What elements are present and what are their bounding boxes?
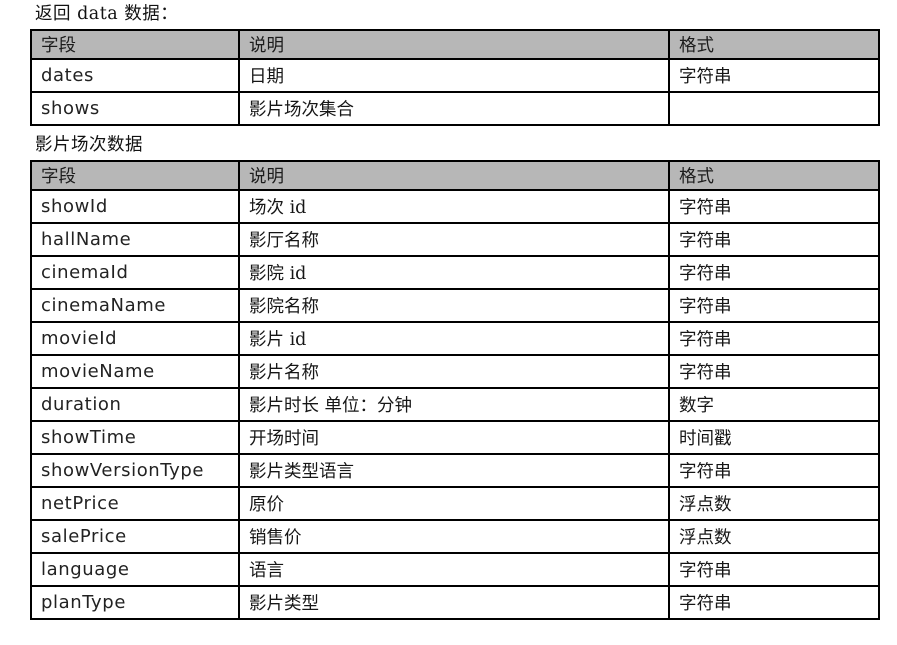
column-header: 格式: [668, 160, 880, 191]
format-cell: 字符串: [668, 255, 880, 290]
column-header: 格式: [668, 29, 880, 60]
field-name-cell: planType: [30, 585, 240, 620]
table-row: showVersionType 影片类型语言 字符串: [30, 453, 880, 488]
field-name-cell: cinemaId: [30, 255, 240, 290]
table-row: showId 场次 id 字符串: [30, 189, 880, 224]
column-header: 说明: [238, 160, 670, 191]
format-cell: 浮点数: [668, 519, 880, 554]
format-cell: 字符串: [668, 288, 880, 323]
format-cell: 字符串: [668, 222, 880, 257]
field-name-cell: movieName: [30, 354, 240, 389]
field-name-cell: salePrice: [30, 519, 240, 554]
field-name-cell: hallName: [30, 222, 240, 257]
table-row: dates 日期 字符串: [30, 58, 880, 93]
format-cell: 字符串: [668, 552, 880, 587]
field-name-cell: showVersionType: [30, 453, 240, 488]
header-row: 字段 说明 格式: [30, 160, 880, 191]
header-row: 字段 说明 格式: [30, 29, 880, 60]
description-cell: 原价: [238, 486, 670, 521]
field-name-cell: showTime: [30, 420, 240, 455]
table-row: netPrice 原价 浮点数: [30, 486, 880, 521]
description-cell: 语言: [238, 552, 670, 587]
field-name-cell: cinemaName: [30, 288, 240, 323]
description-cell: 销售价: [238, 519, 670, 554]
section-heading-return-data: 返回 data 数据：: [35, 4, 179, 24]
description-cell: 影片场次集合: [238, 91, 670, 126]
show-fields-table: 字段 说明 格式 showId 场次 id 字符串 hallName 影厅名称 字符串 cinem…: [30, 160, 880, 620]
field-name-cell: duration: [30, 387, 240, 422]
format-cell: 字符串: [668, 585, 880, 620]
format-cell: 时间戳: [668, 420, 880, 455]
table-row: shows 影片场次集合: [30, 91, 880, 126]
table-row: language 语言 字符串: [30, 552, 880, 587]
format-cell: 浮点数: [668, 486, 880, 521]
format-cell: 字符串: [668, 453, 880, 488]
table-row: planType 影片类型 字符串: [30, 585, 880, 620]
description-cell: 影片名称: [238, 354, 670, 389]
column-header: 字段: [30, 29, 240, 60]
field-name-cell: showId: [30, 189, 240, 224]
description-cell: 开场时间: [238, 420, 670, 455]
table-row: salePrice 销售价 浮点数: [30, 519, 880, 554]
return-data-table: 字段 说明 格式 dates 日期 字符串 shows 影片场次集合: [30, 29, 880, 126]
field-name-cell: dates: [30, 58, 240, 93]
description-cell: 影院名称: [238, 288, 670, 323]
field-name-cell: shows: [30, 91, 240, 126]
format-cell: 字符串: [668, 58, 880, 93]
description-cell: 影厅名称: [238, 222, 670, 257]
column-header: 字段: [30, 160, 240, 191]
description-cell: 影院 id: [238, 255, 670, 290]
table-row: duration 影片时长 单位：分钟 数字: [30, 387, 880, 422]
description-cell: 影片类型: [238, 585, 670, 620]
format-cell: 字符串: [668, 189, 880, 224]
column-header: 说明: [238, 29, 670, 60]
description-cell: 影片类型语言: [238, 453, 670, 488]
table-row: cinemaId 影院 id 字符串: [30, 255, 880, 290]
section-heading-show-data: 影片场次数据: [35, 135, 143, 155]
field-name-cell: movieId: [30, 321, 240, 356]
table-row: movieName 影片名称 字符串: [30, 354, 880, 389]
format-cell: 字符串: [668, 354, 880, 389]
table-row: cinemaName 影院名称 字符串: [30, 288, 880, 323]
description-cell: 日期: [238, 58, 670, 93]
table-row: movieId 影片 id 字符串: [30, 321, 880, 356]
field-name-cell: language: [30, 552, 240, 587]
table-row: showTime 开场时间 时间戳: [30, 420, 880, 455]
format-cell: 字符串: [668, 321, 880, 356]
format-cell: 数字: [668, 387, 880, 422]
description-cell: 影片时长 单位：分钟: [238, 387, 670, 422]
field-name-cell: netPrice: [30, 486, 240, 521]
table-row: hallName 影厅名称 字符串: [30, 222, 880, 257]
description-cell: 影片 id: [238, 321, 670, 356]
description-cell: 场次 id: [238, 189, 670, 224]
format-cell: [668, 91, 880, 126]
